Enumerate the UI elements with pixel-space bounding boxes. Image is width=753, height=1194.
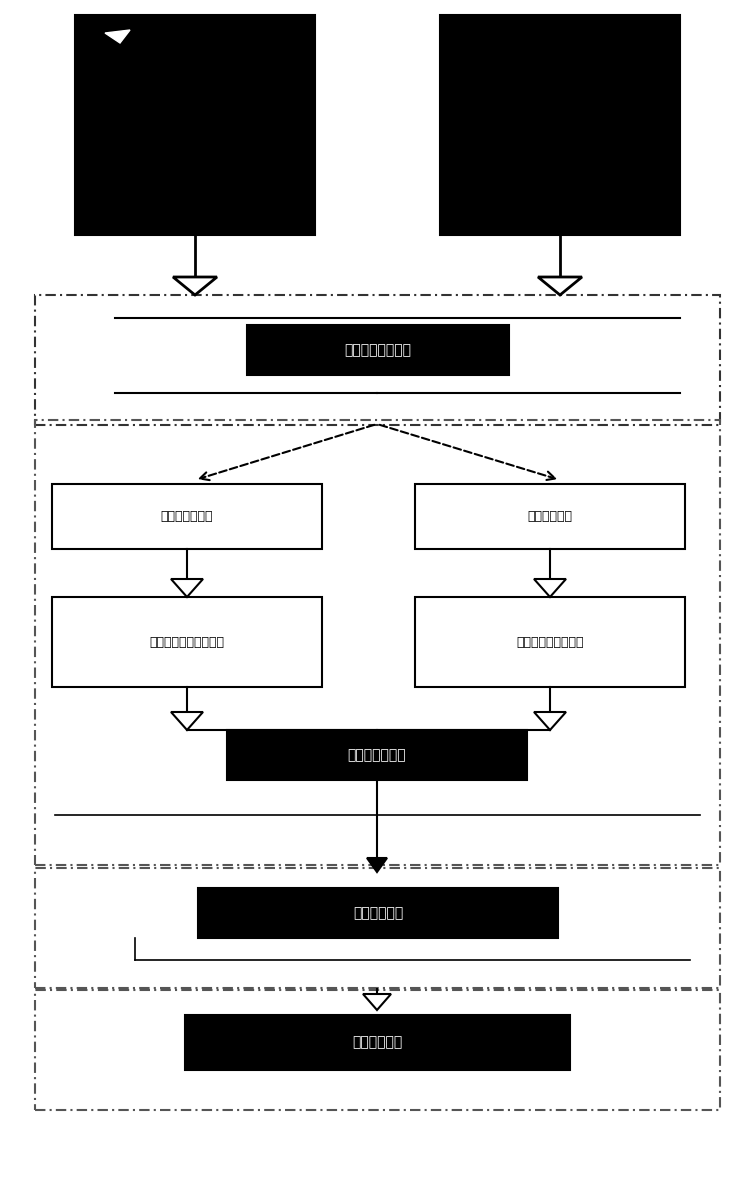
Text: 最终匹配结果: 最终匹配结果 [352,1035,403,1050]
Polygon shape [363,993,391,1010]
Polygon shape [105,30,130,43]
Bar [75,16,315,235]
Text: 计算直线方向直方图: 计算直线方向直方图 [517,635,584,648]
Polygon shape [534,712,566,730]
Text: 特征点提取与匹配: 特征点提取与匹配 [345,343,411,357]
Bar [440,16,680,235]
Text: 匹配结果优化: 匹配结果优化 [353,906,403,921]
Text: 计算直线方向: 计算直线方向 [528,510,572,523]
Text: 最大直方图匹配: 最大直方图匹配 [348,747,407,762]
Polygon shape [171,712,203,730]
Bar [198,888,558,938]
Bar [185,1015,570,1070]
Bar [35,420,720,864]
Bar [415,597,685,687]
Polygon shape [367,858,387,872]
Bar [35,295,720,425]
Polygon shape [171,579,203,597]
Bar [35,868,720,987]
Bar [227,730,527,780]
Polygon shape [185,1114,300,1174]
Text: 计算特征点方向直方图: 计算特征点方向直方图 [150,635,224,648]
Bar [52,597,322,687]
Text: 计算特征点方向: 计算特征点方向 [160,510,213,523]
Polygon shape [173,277,217,295]
Bar [35,990,720,1110]
Bar [247,325,509,375]
Bar [415,484,685,549]
Polygon shape [534,579,566,597]
Polygon shape [538,277,582,295]
Bar [52,484,322,549]
